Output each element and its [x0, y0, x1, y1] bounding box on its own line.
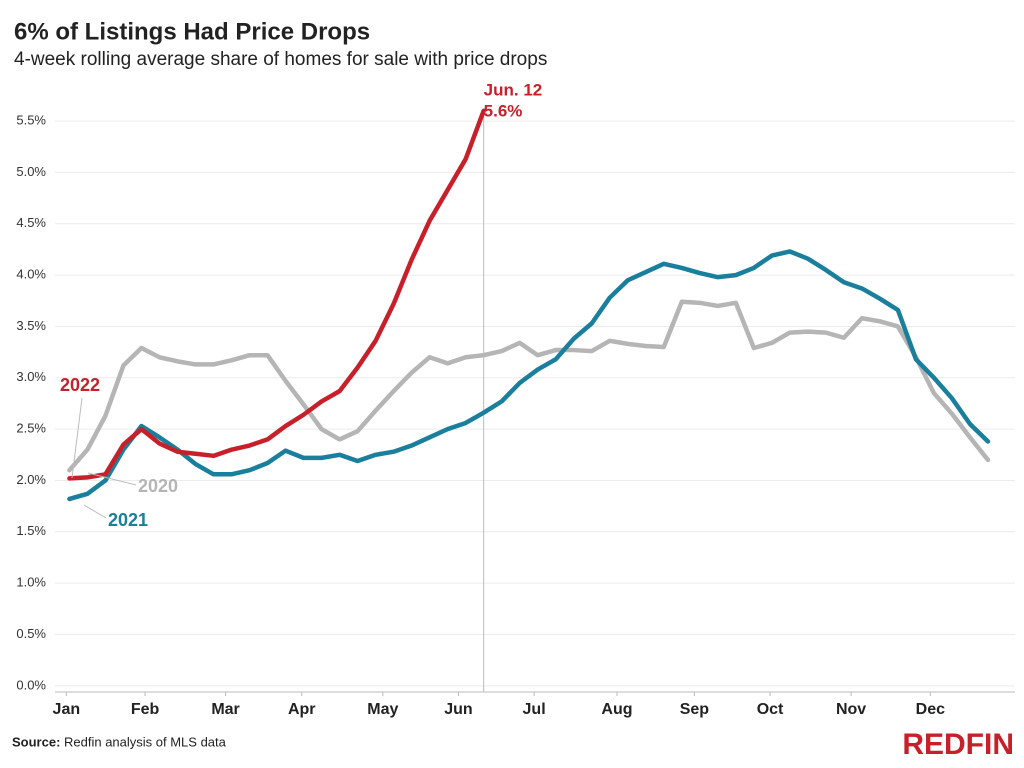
- y-tick-label: 1.5%: [16, 523, 46, 538]
- y-tick-label: 2.0%: [16, 472, 46, 487]
- x-tick-label: Sep: [680, 701, 710, 718]
- source-text: Redfin analysis of MLS data: [64, 734, 227, 749]
- highlight-value: 5.6%: [484, 101, 523, 120]
- legend-leader: [71, 397, 83, 479]
- x-tick-label: Nov: [836, 701, 866, 718]
- legend-label: 2020: [138, 476, 178, 496]
- x-tick-label: Jan: [53, 701, 81, 718]
- logo: REDFIN: [902, 728, 1014, 761]
- y-tick-label: 0.0%: [16, 677, 46, 692]
- series-line: [67, 108, 486, 481]
- y-tick-label: 5.0%: [16, 164, 46, 179]
- x-tick-label: Mar: [211, 701, 239, 718]
- y-tick-label: 1.0%: [16, 575, 46, 590]
- x-tick-label: Apr: [288, 701, 316, 718]
- y-tick-label: 3.5%: [16, 318, 46, 333]
- x-tick-label: Jun: [444, 701, 472, 718]
- y-tick-label: 3.0%: [16, 369, 46, 384]
- legend-label: 2022: [60, 375, 100, 395]
- series-line: [67, 299, 991, 473]
- chart-subtitle: 4-week rolling average share of homes fo…: [14, 49, 547, 70]
- x-tick-label: May: [367, 701, 398, 718]
- y-tick-label: 5.5%: [16, 113, 46, 128]
- legend-label: 2021: [108, 510, 148, 530]
- x-tick-label: Dec: [916, 701, 945, 718]
- y-tick-label: 0.5%: [16, 626, 46, 641]
- series-line: [67, 249, 991, 502]
- x-tick-label: Feb: [131, 701, 160, 718]
- y-tick-label: 4.5%: [16, 215, 46, 230]
- y-tick-label: 2.5%: [16, 421, 46, 436]
- y-tick-label: 4.0%: [16, 267, 46, 282]
- x-tick-label: Jul: [523, 701, 546, 718]
- x-tick-label: Oct: [757, 701, 784, 718]
- highlight-date: Jun. 12: [484, 80, 543, 99]
- legend-leader: [87, 472, 137, 486]
- source-label: Source:: [12, 734, 60, 749]
- chart-title: 6% of Listings Had Price Drops: [14, 18, 370, 45]
- legend-leader: [83, 504, 107, 519]
- x-tick-label: Aug: [601, 701, 632, 718]
